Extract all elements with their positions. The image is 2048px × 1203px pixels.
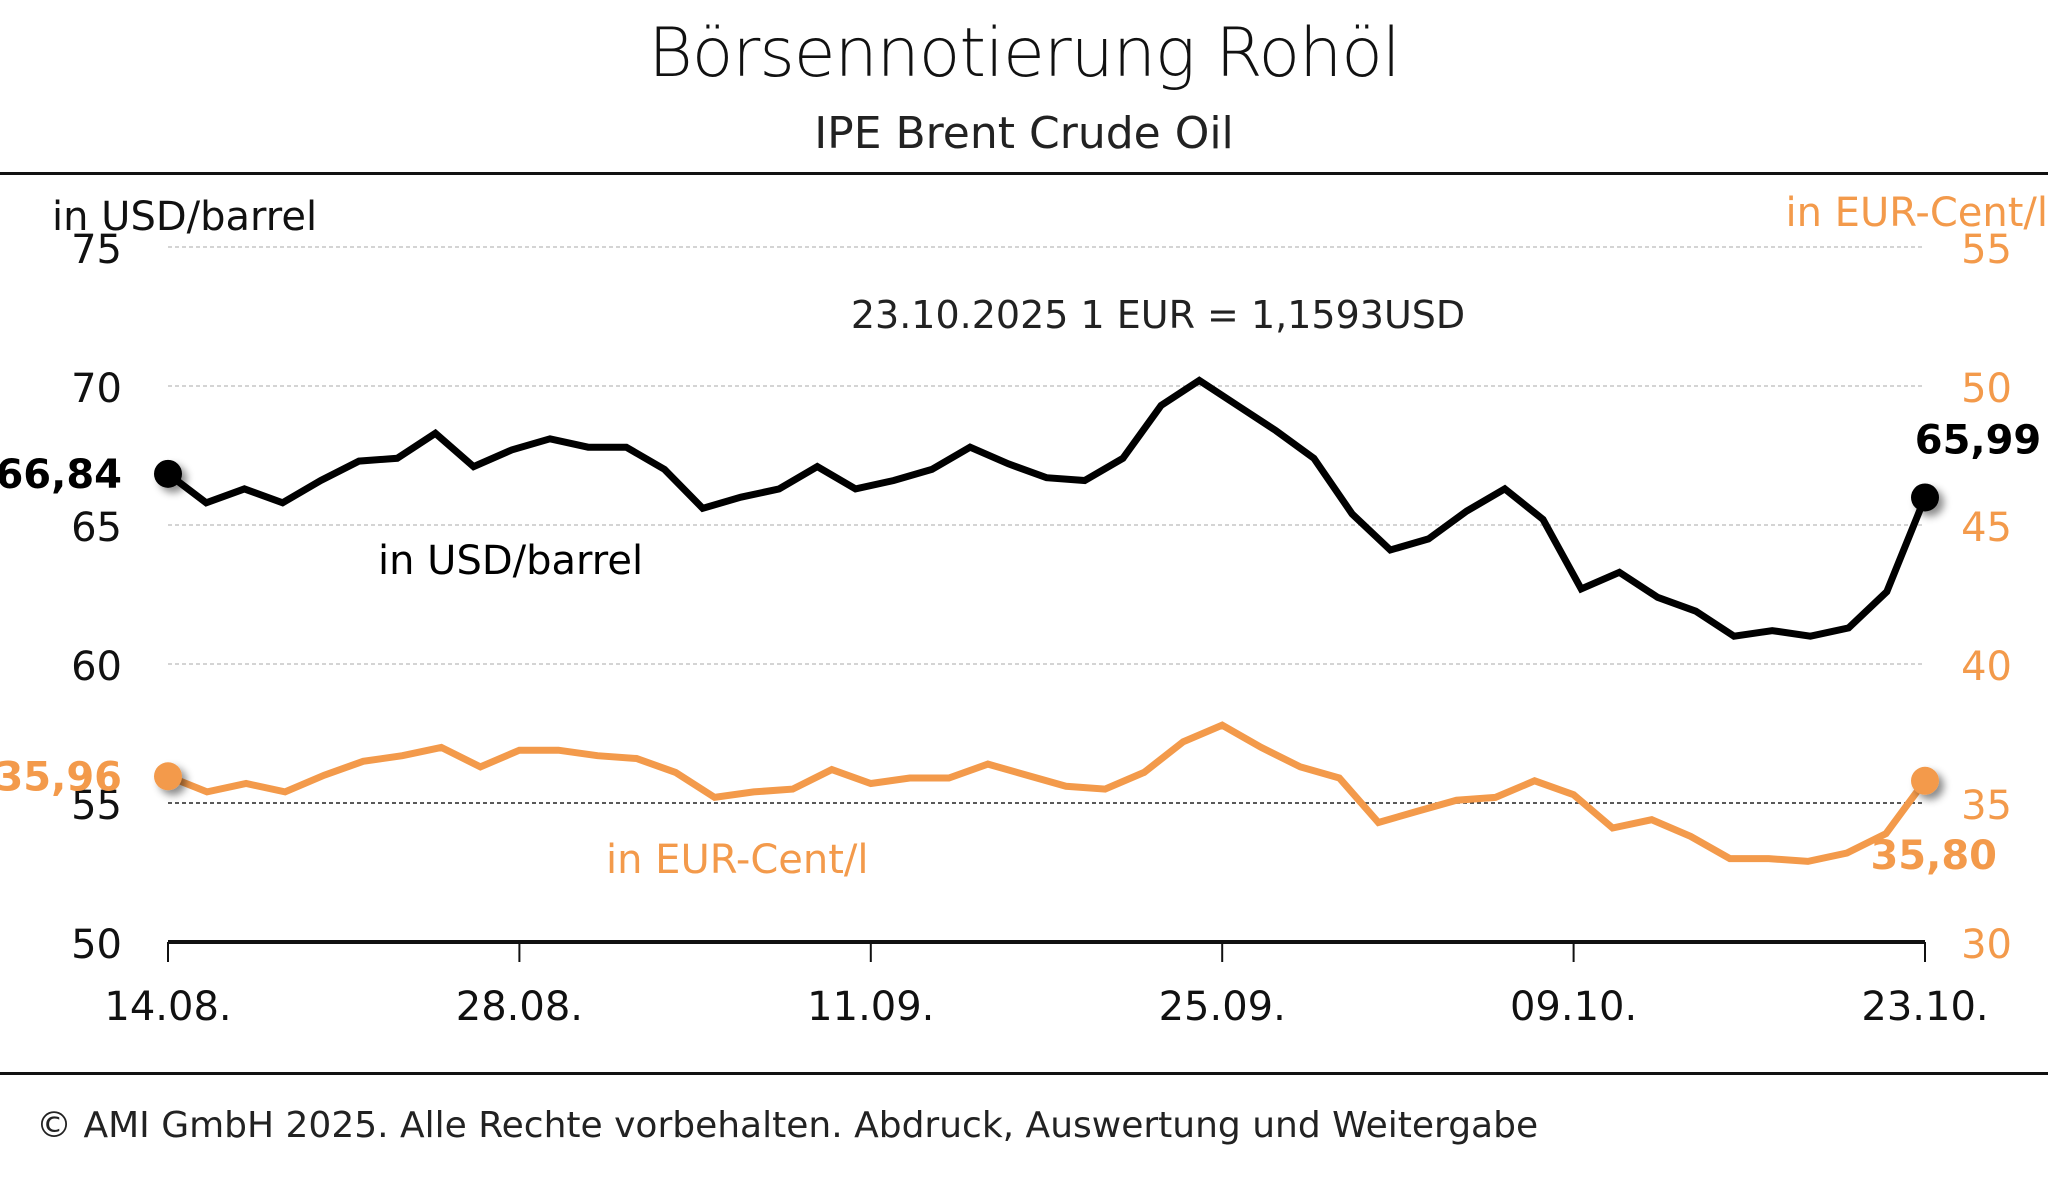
- x-tick-label: 25.09.: [1159, 984, 1286, 1030]
- left-y-tick-label: 60: [71, 644, 122, 690]
- end-point-marker: [1911, 483, 1939, 512]
- left-y-tick-label: 70: [71, 366, 122, 412]
- right-y-tick-label: 50: [1961, 366, 2012, 412]
- start-value-label: 35,96: [0, 754, 122, 800]
- copyright-footer: © AMI GmbH 2025. Alle Rechte vorbehalten…: [36, 1105, 1539, 1146]
- left-y-tick-label: 55: [71, 783, 122, 829]
- left-y-tick-label: 65: [71, 505, 122, 551]
- chart-subtitle: IPE Brent Crude Oil: [814, 108, 1234, 159]
- right-axis-unit-label: in EUR-Cent/l: [1786, 190, 2048, 236]
- right-y-tick-label: 55: [1961, 227, 2012, 273]
- start-value-label: 66,84: [0, 452, 122, 498]
- start-point-marker: [154, 459, 182, 488]
- gridlines: [168, 246, 1925, 804]
- right-y-tick-label: 45: [1961, 505, 2012, 551]
- x-tick-label: 09.10.: [1510, 984, 1637, 1030]
- series-lines: 66,84 65,99 35,96 35,80: [0, 376, 2042, 879]
- x-tick-label: 14.08.: [104, 984, 231, 1030]
- end-point-marker: [1911, 766, 1939, 795]
- left-y-tick-label: 75: [71, 227, 122, 273]
- eur-price-line: [166, 721, 1928, 865]
- right-y-tick-label: 40: [1961, 644, 2012, 690]
- left-y-axis: 75 70 65 60 55 50: [71, 227, 122, 968]
- usd-price-line: [165, 376, 1929, 640]
- start-point-marker: [154, 762, 182, 791]
- right-y-axis: 55 50 45 40 35 30: [1961, 227, 2012, 968]
- usd-series-label: in USD/barrel: [378, 538, 643, 584]
- end-value-label: 35,80: [1870, 833, 1997, 879]
- eur-series-label: in EUR-Cent/l: [606, 837, 869, 883]
- x-tick-label: 23.10.: [1861, 984, 1988, 1030]
- exchange-rate-annotation: 23.10.2025 1 EUR = 1,1593USD: [851, 293, 1465, 337]
- left-axis-unit-label: in USD/barrel: [52, 194, 317, 240]
- top-divider: [0, 172, 2048, 175]
- right-y-tick-label: 35: [1961, 783, 2012, 829]
- x-tick-label: 11.09.: [807, 984, 934, 1030]
- x-axis: 14.08. 28.08. 11.09. 25.09. 09.10. 23.10.: [104, 940, 1989, 1030]
- right-y-tick-label: 30: [1961, 922, 2012, 968]
- chart-title: Börsennotierung Rohöl: [648, 14, 1401, 93]
- bottom-divider: [0, 1072, 2048, 1075]
- left-y-tick-label: 50: [71, 922, 122, 968]
- end-value-label: 65,99: [1915, 417, 2042, 463]
- x-tick-label: 28.08.: [456, 984, 583, 1030]
